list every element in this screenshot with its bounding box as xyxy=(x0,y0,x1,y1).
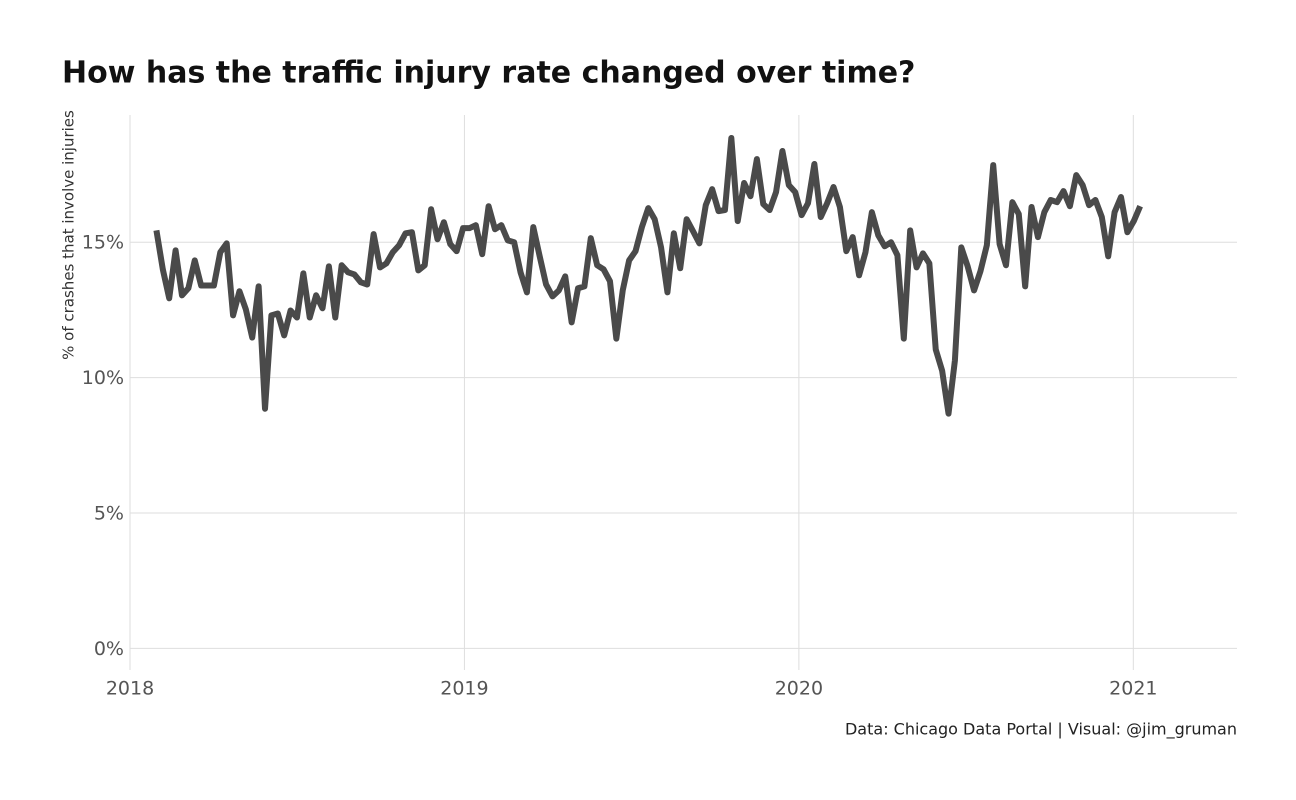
x-tick-label: 2021 xyxy=(1109,678,1157,700)
data-line xyxy=(153,135,1143,417)
y-tick-label: 10% xyxy=(82,367,124,389)
x-tick-label: 2019 xyxy=(440,678,488,700)
y-axis-label: % of crashes that involve injuries xyxy=(60,110,78,360)
x-tick-label: 2018 xyxy=(106,678,154,700)
plot-area: 0% 5% 10% 15% 2018 2019 2020 2021 xyxy=(82,115,1237,700)
y-tick-label: 15% xyxy=(82,232,124,254)
x-tick-label: 2020 xyxy=(775,678,823,700)
y-tick-label: 5% xyxy=(94,502,124,524)
caption: Data: Chicago Data Portal | Visual: @jim… xyxy=(845,720,1237,740)
y-tick-label: 0% xyxy=(94,638,124,660)
chart-title: How has the traffic injury rate changed … xyxy=(62,56,915,91)
